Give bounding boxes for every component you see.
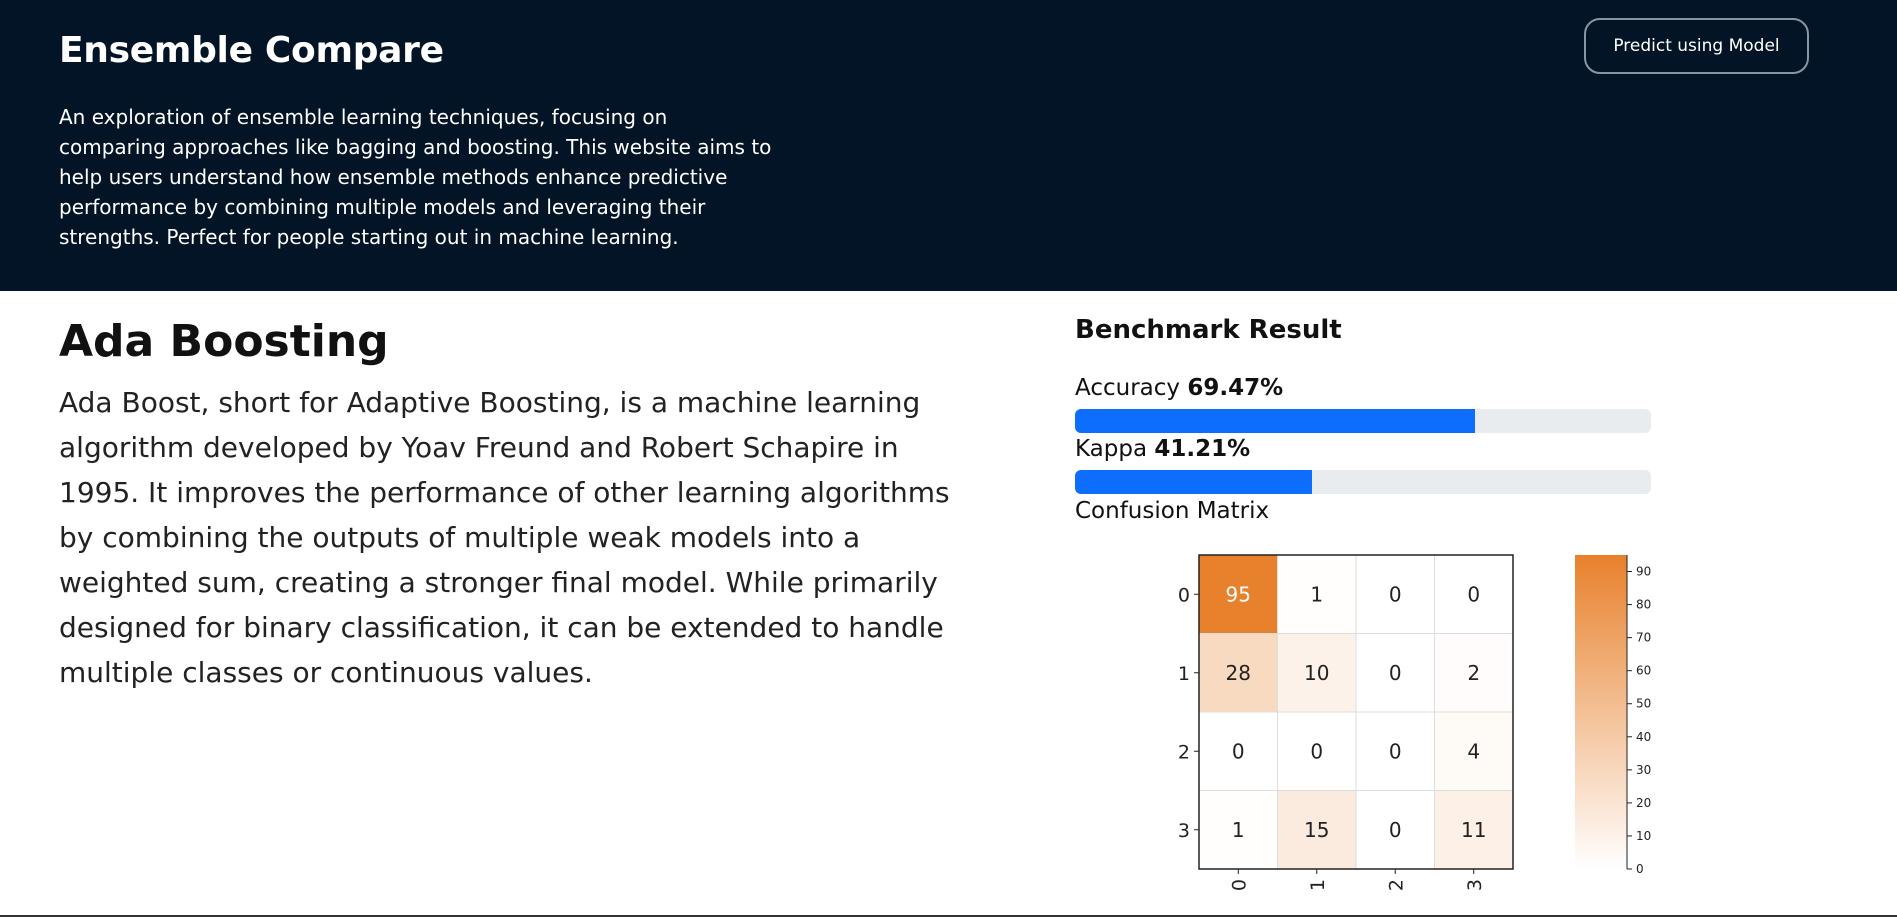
heatmap-cell-value: 0: [1389, 739, 1402, 763]
heatmap-cell-value: 15: [1304, 818, 1329, 842]
heatmap-cell-value: 0: [1389, 818, 1402, 842]
heatmap-cell-value: 28: [1226, 661, 1251, 685]
heatmap-cell-value: 0: [1310, 739, 1323, 763]
colorbar-tick-label: 30: [1636, 763, 1651, 777]
heatmap-cell: [1434, 711, 1514, 791]
heatmap-frame: [1198, 554, 1514, 870]
heatmap-cell-value: 11: [1461, 818, 1486, 842]
kappa-value: 41.21%: [1154, 436, 1251, 462]
heatmap-cell-value: 0: [1232, 739, 1245, 763]
colorbar-tick-label: 40: [1636, 730, 1651, 744]
colorbar-tick-label: 70: [1636, 631, 1651, 645]
heatmap-cell-value: 2: [1467, 661, 1480, 685]
benchmark-title: Benchmark Result: [1075, 315, 1342, 345]
heatmap-cell: [1277, 790, 1357, 870]
kappa-label: Kappa 41.21%: [1075, 436, 1251, 462]
heatmap-cell-value: 1: [1232, 818, 1245, 842]
row-tick-label: 2: [1178, 741, 1190, 763]
page-bottom-divider: [0, 915, 1897, 917]
heatmap-cell-value: 0: [1467, 582, 1480, 606]
colorbar-tick-label: 90: [1636, 565, 1651, 579]
accuracy-label: Accuracy 69.47%: [1075, 375, 1284, 401]
heatmap-cell: [1198, 790, 1278, 870]
heatmap-cell-value: 10: [1304, 661, 1329, 685]
algorithm-title: Ada Boosting: [59, 316, 389, 367]
colorbar-tick-label: 20: [1636, 796, 1651, 810]
heatmap-cell: [1277, 711, 1357, 791]
kappa-progress-bar: [1075, 470, 1651, 494]
heatmap-cell: [1277, 633, 1357, 713]
col-tick-label: 2: [1385, 879, 1407, 891]
kappa-progress-fill: [1075, 470, 1313, 494]
row-tick-label: 3: [1178, 820, 1190, 842]
confusion-matrix-label: Confusion Matrix: [1075, 498, 1270, 524]
site-title: Ensemble Compare: [59, 30, 444, 71]
heatmap-cell-value: 0: [1389, 661, 1402, 685]
heatmap-cell: [1434, 633, 1514, 713]
row-tick-label: 0: [1178, 584, 1190, 606]
heatmap-cell-value: 0: [1389, 582, 1402, 606]
col-tick-label: 1: [1307, 879, 1329, 891]
row-tick-label: 1: [1178, 663, 1190, 685]
heatmap-cell-value: 95: [1226, 582, 1251, 606]
site-header: Ensemble Compare An exploration of ensem…: [0, 0, 1897, 291]
colorbar-tick-label: 10: [1636, 829, 1651, 843]
colorbar: [1575, 555, 1627, 869]
colorbar-tick-label: 0: [1636, 862, 1644, 876]
col-tick-label: 3: [1464, 879, 1486, 891]
site-description: An exploration of ensemble learning tech…: [59, 105, 772, 249]
colorbar-tick-label: 80: [1636, 598, 1651, 612]
accuracy-progress-bar: [1075, 409, 1651, 433]
colorbar-tick-label: 60: [1636, 664, 1651, 678]
heatmap-cell: [1198, 554, 1278, 634]
col-tick-label: 0: [1228, 879, 1250, 891]
colorbar-tick-label: 50: [1636, 697, 1651, 711]
heatmap-cell-value: 1: [1310, 582, 1323, 606]
heatmap-cell: [1434, 790, 1514, 870]
heatmap-cell: [1277, 554, 1357, 634]
accuracy-progress-fill: [1075, 409, 1476, 433]
accuracy-value: 69.47%: [1187, 375, 1284, 401]
heatmap-cell: [1434, 554, 1514, 634]
predict-using-model-button[interactable]: Predict using Model: [1584, 18, 1809, 74]
algorithm-description: Ada Boost, short for Adaptive Boosting, …: [59, 386, 950, 689]
heatmap-cell-value: 4: [1467, 739, 1480, 763]
heatmap-cell: [1198, 633, 1278, 713]
